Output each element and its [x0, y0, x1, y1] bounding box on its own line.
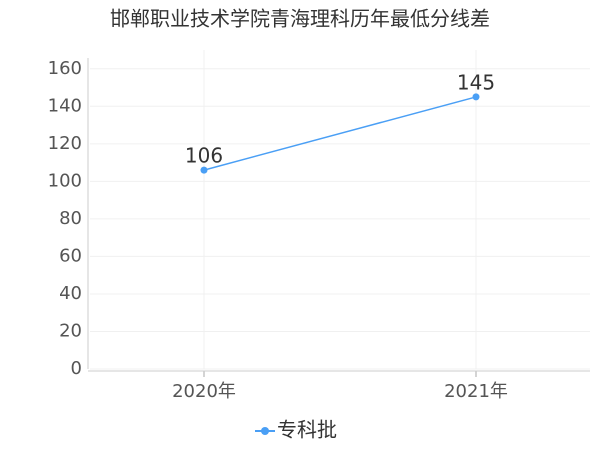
data-label: 106 — [185, 144, 223, 168]
series-line — [203, 96, 477, 171]
y-tick-label: 40 — [59, 283, 82, 304]
x-tick-label: 2021年 — [444, 381, 508, 402]
x-tick-label: 2020年 — [172, 381, 236, 402]
data-label: 145 — [457, 70, 495, 94]
y-tick-label: 0 — [71, 358, 82, 379]
data-point — [200, 166, 208, 174]
y-tick-label: 100 — [48, 170, 82, 191]
y-tick-label: 20 — [59, 320, 82, 341]
chart-title: 邯郸职业技术学院青海理科历年最低分线差 — [110, 7, 490, 31]
legend-marker — [261, 427, 269, 435]
y-tick-label: 160 — [48, 58, 82, 79]
legend-label: 专科批 — [277, 418, 337, 442]
y-tick-label: 60 — [59, 245, 82, 266]
y-tick-label: 80 — [59, 208, 82, 229]
y-tick-label: 120 — [48, 133, 82, 154]
y-tick-label: 140 — [48, 95, 82, 116]
data-point — [472, 93, 480, 101]
